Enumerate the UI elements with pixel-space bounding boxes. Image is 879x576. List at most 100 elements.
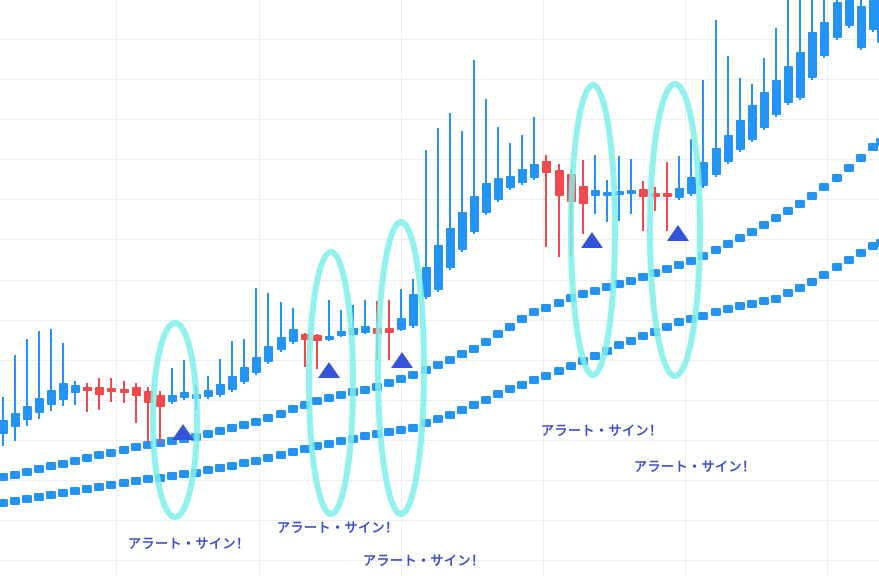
candle-wick (62, 343, 64, 406)
ma-upper-dashed-dash (457, 350, 467, 359)
ma-upper-dashed-dash (723, 239, 733, 248)
ma-lower-dashed-dash (819, 270, 829, 279)
alert-sign-label: アラート・サイン！ (541, 424, 663, 439)
ma-upper-dashed-dash (408, 370, 418, 379)
bullish-candle-body (626, 190, 636, 194)
ma-upper-dashed-dash (807, 191, 817, 200)
ma-lower-dashed-dash (336, 437, 346, 446)
candle-wick (497, 127, 499, 202)
candle-wick (316, 334, 318, 369)
candle-wick (38, 331, 40, 419)
ma-upper-dashed-dash (638, 273, 648, 281)
bullish-candle-body (844, 0, 854, 26)
ma-upper-dashed-dash (469, 344, 479, 353)
ma-upper-dashed-dash (203, 430, 213, 438)
bullish-candle-body (819, 22, 829, 56)
ma-upper-dashed-dash (276, 409, 286, 418)
ma-lower-dashed-dash (807, 277, 817, 286)
bullish-candle-body (856, 6, 866, 48)
candle-wick (183, 360, 185, 400)
candle-wick (243, 339, 245, 384)
ma-upper-dashed-dash (735, 233, 745, 242)
bullish-candle-body (807, 32, 817, 78)
ma-upper-dashed-dash (493, 330, 503, 339)
ma-upper-dashed-dash (239, 421, 249, 429)
ma-lower-dashed-dash (372, 430, 382, 439)
ma-upper-dashed-dash (771, 213, 781, 222)
candle-wick (147, 387, 149, 442)
ma-upper-dashed-dash (686, 257, 696, 265)
alert-sign-label: アラート・サイン！ (634, 460, 756, 475)
ma-upper-dashed-dash (300, 401, 310, 410)
bullish-candle-body (167, 395, 177, 402)
candle-wick (449, 113, 451, 270)
ma-lower-dashed-dash (276, 450, 286, 459)
ma-lower-dashed-dash (300, 445, 310, 454)
bullish-candle-body (34, 398, 44, 413)
ma-upper-dashed-dash (876, 138, 879, 146)
ma-upper-dashed-dash (856, 153, 866, 162)
bearish-candle-body (650, 193, 660, 197)
ma-lower-dashed-dash (10, 496, 20, 505)
ma-upper-dashed-dash (288, 405, 298, 414)
candle-wick (364, 300, 366, 334)
ma-upper-dashed-dash (106, 448, 116, 457)
bullish-candle-body (876, 0, 879, 43)
bullish-candle-body (215, 384, 225, 395)
candle-wick (231, 341, 233, 392)
ma-lower-dashed-dash (856, 249, 866, 258)
ma-upper-dashed-dash (747, 227, 757, 236)
ma-upper-dashed-dash (143, 440, 153, 449)
candle-wick (280, 302, 282, 352)
candle-wick (74, 381, 76, 405)
horizontal-gridline (0, 440, 879, 441)
ma-lower-dashed-dash (215, 464, 225, 473)
ma-upper-dashed-dash (505, 322, 515, 331)
ma-upper-dashed-dash (445, 355, 455, 364)
vertical-gridline (401, 0, 402, 576)
ma-upper-dashed-dash (263, 414, 273, 423)
ma-lower-dashed-dash (626, 336, 636, 345)
ma-lower-dashed-dash (70, 487, 80, 496)
bullish-candle-body (759, 92, 769, 128)
ma-upper-dashed-dash (167, 436, 177, 445)
alert-ellipse (150, 320, 200, 520)
alert-ellipse (647, 81, 703, 379)
ma-upper-dashed-dash (94, 451, 104, 460)
ma-lower-dashed-dash (433, 414, 443, 423)
bearish-candle-body (662, 193, 672, 197)
ma-lower-dashed-dash (0, 498, 8, 507)
bullish-candle-body (445, 228, 455, 268)
bullish-candle-body (783, 66, 793, 103)
ma-upper-dashed-dash (578, 290, 588, 299)
ma-lower-dashed-dash (119, 479, 129, 488)
ma-lower-dashed-dash (590, 351, 600, 360)
candle-wick (715, 20, 717, 177)
bullish-candle-body (505, 176, 515, 188)
ma-upper-dashed-dash (58, 459, 68, 468)
ma-upper-dashed-dash (868, 143, 878, 152)
ma-lower-dashed-dash (493, 390, 503, 399)
buy-signal-triangle-icon (391, 352, 413, 368)
bullish-candle-body (421, 267, 431, 297)
candle-wick (727, 56, 729, 164)
bullish-candle-body (529, 164, 539, 178)
bullish-candle-body (602, 192, 612, 196)
candle-wick (328, 300, 330, 341)
vertical-gridline (116, 0, 117, 576)
horizontal-gridline (0, 199, 879, 200)
ma-upper-dashed-dash (251, 418, 261, 426)
ma-lower-dashed-dash (723, 304, 733, 313)
ma-lower-dashed-dash (203, 466, 213, 475)
horizontal-gridline (0, 239, 879, 240)
alert-sign-label: アラート・サイン！ (128, 537, 250, 552)
bullish-candle-body (711, 148, 721, 175)
ma-lower-dashed-dash (445, 410, 455, 419)
bearish-candle-body (554, 170, 564, 196)
bearish-candle-body (384, 328, 394, 333)
candle-wick (255, 288, 257, 375)
ma-upper-dashed-dash (674, 261, 684, 269)
